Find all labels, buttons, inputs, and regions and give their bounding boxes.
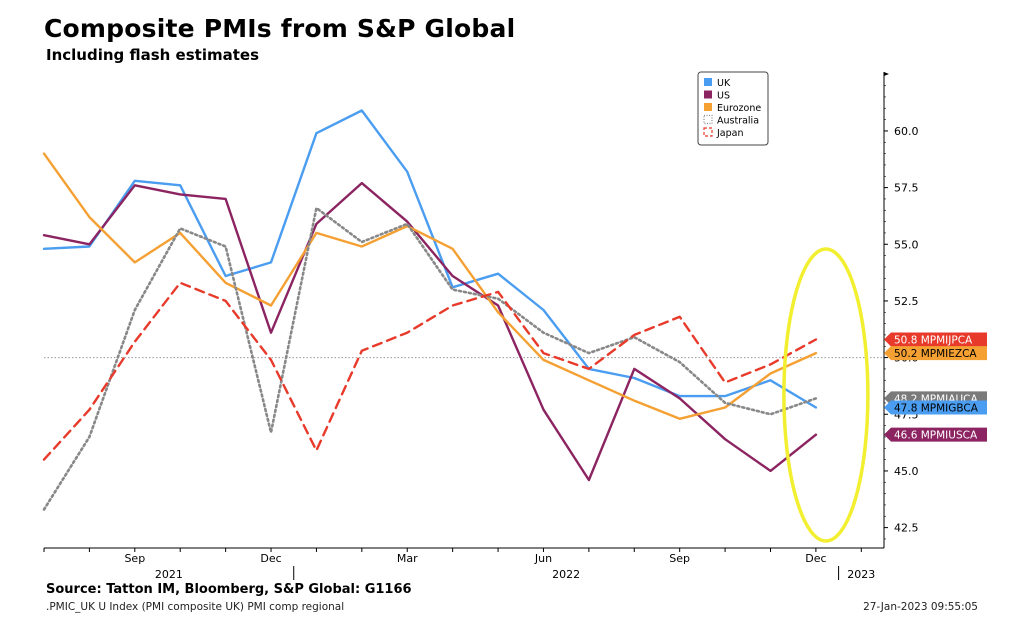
legend-label: UK: [717, 78, 731, 89]
highlight-ellipse: [782, 247, 870, 543]
end-label-box: [884, 346, 987, 361]
y-tick-label: 52.5: [894, 295, 919, 308]
x-tick-label: Sep: [669, 552, 690, 565]
end-label: 46.6 MPMIUSCA: [894, 430, 978, 442]
legend-box: [697, 71, 769, 146]
x-tick-label: Dec: [805, 552, 826, 565]
legend-label: Australia: [717, 116, 759, 127]
timestamp: 27-Jan-2023 09:55:05: [863, 601, 978, 613]
end-label: 47.8 MPMIGBCA: [894, 402, 979, 414]
end-label: 50.8 MPMIJPCA: [894, 334, 973, 346]
chart-subtitle: Including flash estimates: [46, 46, 259, 64]
y-tick-label: 42.5: [894, 522, 919, 535]
x-tick-label: Mar: [397, 552, 418, 565]
year-label: 2021: [155, 568, 183, 581]
y-tick-label: 57.5: [894, 182, 919, 195]
index-footnote: .PMIC_UK U Index (PMI composite UK) PMI …: [46, 601, 345, 613]
chart-title: Composite PMIs from S&P Global: [44, 14, 516, 43]
legend-swatch: [704, 90, 712, 99]
series-line-eurozone: [42, 152, 818, 420]
legend-swatch: [703, 114, 713, 125]
y-tick-label: 55.0: [894, 238, 919, 251]
legend-swatch: [704, 103, 712, 111]
year-label: 2023: [847, 568, 875, 581]
source-note: Source: Tatton IM, Bloomberg, S&P Global…: [46, 582, 412, 597]
year-label: 2022: [552, 568, 580, 581]
x-tick-label: Jun: [534, 552, 552, 565]
y-tick-label: 45.0: [894, 465, 919, 478]
series-line-australia: [42, 206, 818, 511]
y-axis-arrow: [884, 72, 889, 76]
legend-label: Eurozone: [717, 103, 761, 114]
x-tick-label: Dec: [260, 552, 281, 565]
series-line-japan: [42, 281, 818, 461]
legend-swatch: [703, 127, 713, 137]
series-line-us: [42, 181, 818, 482]
legend-swatch: [704, 78, 712, 86]
legend-label: US: [717, 91, 730, 102]
y-tick-label: 60.0: [894, 125, 919, 138]
end-label-box: [884, 427, 987, 442]
legend-label: Japan: [716, 128, 744, 139]
end-label-box: [884, 400, 987, 415]
end-label: 50.2 MPMIEZCA: [894, 348, 977, 360]
end-label-box: [884, 332, 987, 347]
x-tick-label: Sep: [124, 552, 145, 565]
series-line-uk: [42, 109, 818, 409]
